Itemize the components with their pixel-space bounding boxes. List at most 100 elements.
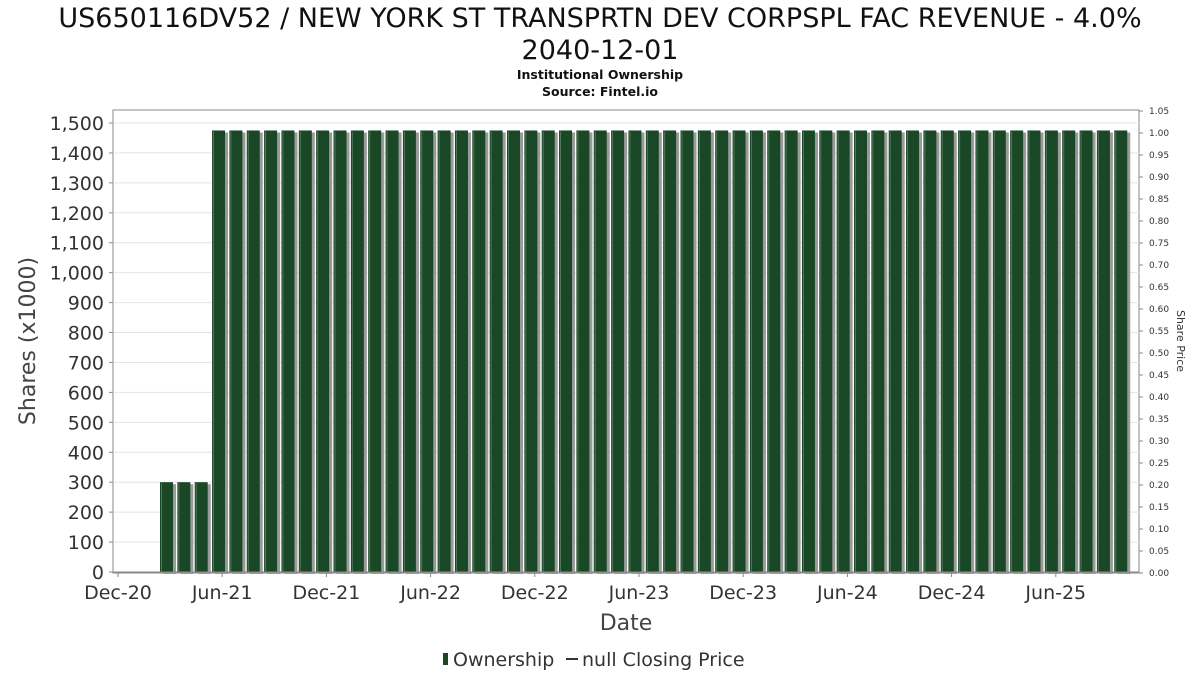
ownership-bar bbox=[212, 130, 226, 572]
y-tick-label: 700 bbox=[68, 352, 104, 374]
ownership-bar bbox=[316, 130, 330, 572]
ownership-bar bbox=[1027, 130, 1041, 572]
ownership-bar bbox=[454, 130, 468, 572]
y-tick-label: 900 bbox=[68, 293, 104, 315]
ownership-bar bbox=[923, 130, 937, 572]
y-tick-label: 1,300 bbox=[50, 173, 104, 195]
chart-title-line1: US650116DV52 / NEW YORK ST TRANSPRTN DEV… bbox=[58, 3, 1142, 34]
legend-price-label: null Closing Price bbox=[582, 649, 745, 671]
ownership-bar bbox=[489, 130, 503, 572]
y2-tick-label: 0.55 bbox=[1149, 327, 1169, 337]
ownership-bar bbox=[1010, 130, 1024, 572]
y2-tick-label: 0.50 bbox=[1149, 349, 1169, 359]
ownership-bar bbox=[507, 130, 520, 572]
y-tick-label: 1,000 bbox=[50, 263, 104, 285]
y-tick-label: 1,400 bbox=[50, 143, 104, 165]
ownership-bar bbox=[593, 130, 607, 572]
ownership-bar bbox=[160, 482, 173, 572]
x-tick-label: Jun-21 bbox=[191, 582, 253, 604]
y2-tick-label: 0.90 bbox=[1149, 173, 1169, 183]
ownership-bar bbox=[871, 130, 885, 572]
ownership-bar bbox=[940, 130, 954, 572]
ownership-bar bbox=[1079, 130, 1093, 572]
ownership-bar bbox=[801, 130, 815, 572]
ownership-bar bbox=[1114, 130, 1128, 572]
ownership-bar bbox=[264, 130, 278, 572]
ownership-bar bbox=[958, 130, 972, 572]
y-tick-label: 100 bbox=[68, 532, 104, 554]
legend-ownership-swatch bbox=[443, 653, 448, 665]
x-tick-label: Jun-22 bbox=[399, 582, 461, 604]
x-tick-label: Jun-23 bbox=[608, 582, 670, 604]
y2-tick-label: 0.20 bbox=[1149, 481, 1169, 491]
y2-tick-label: 0.80 bbox=[1149, 217, 1169, 227]
ownership-bar bbox=[194, 482, 208, 572]
ownership-bar bbox=[333, 130, 347, 572]
chart-source: Source: Fintel.io bbox=[542, 84, 658, 99]
ownership-bar bbox=[472, 130, 486, 572]
ownership-bar bbox=[437, 130, 451, 572]
y2-tick-label: 0.35 bbox=[1149, 415, 1169, 425]
ownership-bar bbox=[906, 130, 920, 572]
y2-tick-label: 0.30 bbox=[1149, 437, 1169, 447]
x-tick-label: Dec-21 bbox=[292, 582, 360, 604]
y-axis-title: Shares (x1000) bbox=[16, 257, 41, 425]
y2-tick-label: 0.40 bbox=[1149, 393, 1169, 403]
ownership-bar bbox=[975, 130, 989, 572]
ownership-bar bbox=[1044, 130, 1058, 572]
y-tick-label: 800 bbox=[68, 323, 104, 345]
ownership-bar bbox=[281, 130, 295, 572]
ownership-bar bbox=[819, 130, 833, 572]
ownership-bar bbox=[715, 130, 729, 572]
x-tick-label: Jun-24 bbox=[816, 582, 878, 604]
ownership-bar bbox=[177, 482, 191, 572]
y2-tick-label: 0.60 bbox=[1149, 305, 1169, 315]
ownership-bar bbox=[576, 130, 590, 572]
ownership-bar bbox=[611, 130, 625, 572]
y2-axis-title: Share Price bbox=[1174, 310, 1187, 372]
ownership-bar bbox=[680, 130, 694, 572]
ownership-bar bbox=[385, 130, 399, 572]
y2-tick-label: 0.85 bbox=[1149, 195, 1169, 205]
y-tick-label: 300 bbox=[68, 472, 104, 494]
y-tick-label: 600 bbox=[68, 382, 104, 404]
ownership-bar bbox=[767, 130, 781, 572]
ownership-bar bbox=[697, 130, 711, 572]
y2-tick-label: 0.65 bbox=[1149, 283, 1169, 293]
y2-tick-label: 0.15 bbox=[1149, 503, 1169, 513]
ownership-bar bbox=[350, 130, 364, 572]
ownership-bar bbox=[524, 130, 538, 572]
x-tick-label: Dec-22 bbox=[501, 582, 569, 604]
y2-tick-label: 0.25 bbox=[1149, 459, 1169, 469]
ownership-bar bbox=[992, 130, 1006, 572]
y2-tick-label: 0.10 bbox=[1149, 525, 1169, 535]
ownership-bar bbox=[420, 130, 434, 572]
ownership-bar bbox=[229, 130, 243, 572]
ownership-bar bbox=[663, 130, 677, 572]
y2-tick-label: 0.95 bbox=[1149, 151, 1169, 161]
ownership-bar bbox=[628, 130, 642, 572]
y2-tick-label: 0.05 bbox=[1149, 547, 1169, 557]
y-tick-label: 1,200 bbox=[50, 203, 104, 225]
ownership-bar bbox=[246, 130, 260, 572]
y2-tick-label: 0.70 bbox=[1149, 261, 1169, 271]
ownership-bar bbox=[888, 130, 902, 572]
y-tick-label: 200 bbox=[68, 502, 104, 524]
y-tick-label: 1,500 bbox=[50, 113, 104, 135]
chart-title-line2: 2040-12-01 bbox=[521, 35, 679, 66]
y-tick-label: 0 bbox=[92, 562, 104, 584]
ownership-bar bbox=[1096, 130, 1110, 572]
y-tick-label: 500 bbox=[68, 412, 104, 434]
ownership-bar bbox=[1062, 130, 1076, 572]
legend-ownership-label: Ownership bbox=[453, 649, 554, 671]
x-tick-label: Dec-20 bbox=[84, 582, 152, 604]
y2-tick-label: 0.75 bbox=[1149, 239, 1169, 249]
ownership-bar bbox=[836, 130, 850, 572]
x-axis-title: Date bbox=[600, 611, 653, 636]
y2-tick-label: 1.05 bbox=[1149, 107, 1169, 117]
ownership-bar bbox=[298, 130, 312, 572]
x-tick-label: Dec-23 bbox=[709, 582, 777, 604]
x-tick-label: Dec-24 bbox=[918, 582, 986, 604]
ownership-bar bbox=[402, 130, 416, 572]
y-tick-label: 1,100 bbox=[50, 233, 104, 255]
